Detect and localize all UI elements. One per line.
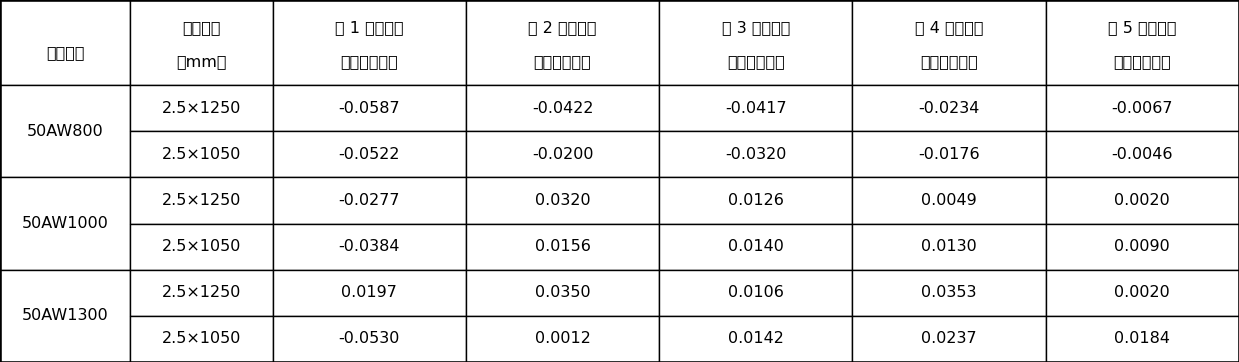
Bar <box>273 270 466 316</box>
Text: 设定前滑系数: 设定前滑系数 <box>921 54 978 69</box>
Text: 0.0012: 0.0012 <box>534 332 591 346</box>
Text: 第 2 架精轧机: 第 2 架精轧机 <box>528 20 597 35</box>
Bar <box>273 0 466 85</box>
Bar <box>466 177 659 223</box>
Bar <box>130 85 273 131</box>
Bar <box>0 270 130 362</box>
Bar <box>130 223 273 270</box>
Bar <box>659 223 852 270</box>
Text: 0.0049: 0.0049 <box>922 193 976 208</box>
Bar <box>0 177 130 270</box>
Text: -0.0530: -0.0530 <box>338 332 400 346</box>
Text: 2.5×1050: 2.5×1050 <box>161 147 242 162</box>
Text: 设定前滑系数: 设定前滑系数 <box>341 54 398 69</box>
Text: 0.0353: 0.0353 <box>922 285 976 300</box>
Bar <box>0 0 130 85</box>
Text: 50AW1000: 50AW1000 <box>21 216 109 231</box>
Bar <box>273 177 466 223</box>
Text: 设定前滑系数: 设定前滑系数 <box>1114 54 1171 69</box>
Text: 0.0350: 0.0350 <box>535 285 590 300</box>
Text: 0.0130: 0.0130 <box>922 239 976 254</box>
Bar <box>659 0 852 85</box>
Text: -0.0046: -0.0046 <box>1111 147 1173 162</box>
Bar <box>1046 270 1239 316</box>
Bar <box>273 316 466 362</box>
Text: 0.0140: 0.0140 <box>727 239 784 254</box>
Text: 0.0020: 0.0020 <box>1115 285 1170 300</box>
Text: 第 1 架精轧机: 第 1 架精轧机 <box>335 20 404 35</box>
Text: -0.0176: -0.0176 <box>918 147 980 162</box>
Text: 0.0020: 0.0020 <box>1115 193 1170 208</box>
Bar <box>130 177 273 223</box>
Text: 2.5×1250: 2.5×1250 <box>161 193 242 208</box>
Text: 第 4 架精轧机: 第 4 架精轧机 <box>914 20 984 35</box>
Bar <box>1046 177 1239 223</box>
Bar <box>130 131 273 177</box>
Bar <box>130 316 273 362</box>
Bar <box>1046 131 1239 177</box>
Text: -0.0522: -0.0522 <box>338 147 400 162</box>
Bar <box>273 85 466 131</box>
Text: 2.5×1050: 2.5×1050 <box>161 239 242 254</box>
Bar <box>1046 316 1239 362</box>
Text: 0.0142: 0.0142 <box>727 332 784 346</box>
Bar <box>466 131 659 177</box>
Text: 设定前滑系数: 设定前滑系数 <box>534 54 591 69</box>
Bar <box>466 270 659 316</box>
Text: -0.0422: -0.0422 <box>532 101 593 115</box>
Bar <box>0 85 130 177</box>
Text: 设定前滑系数: 设定前滑系数 <box>727 54 784 69</box>
Bar <box>466 0 659 85</box>
Text: -0.0320: -0.0320 <box>725 147 787 162</box>
Bar <box>1046 0 1239 85</box>
Bar <box>130 0 273 85</box>
Text: （mm）: （mm） <box>176 54 227 69</box>
Text: -0.0200: -0.0200 <box>532 147 593 162</box>
Bar <box>852 131 1046 177</box>
Text: 0.0197: 0.0197 <box>341 285 398 300</box>
Text: 0.0237: 0.0237 <box>922 332 976 346</box>
Text: 50AW1300: 50AW1300 <box>21 308 109 323</box>
Text: -0.0067: -0.0067 <box>1111 101 1173 115</box>
Text: 0.0320: 0.0320 <box>535 193 590 208</box>
Text: 2.5×1250: 2.5×1250 <box>161 101 242 115</box>
Bar <box>852 270 1046 316</box>
Bar <box>273 223 466 270</box>
Text: 轧制规格: 轧制规格 <box>182 20 221 35</box>
Text: 2.5×1250: 2.5×1250 <box>161 285 242 300</box>
Bar <box>659 316 852 362</box>
Text: 2.5×1050: 2.5×1050 <box>161 332 242 346</box>
Text: 0.0090: 0.0090 <box>1115 239 1170 254</box>
Bar <box>1046 223 1239 270</box>
Text: -0.0587: -0.0587 <box>338 101 400 115</box>
Text: -0.0234: -0.0234 <box>918 101 980 115</box>
Text: -0.0417: -0.0417 <box>725 101 787 115</box>
Bar <box>273 131 466 177</box>
Text: 0.0106: 0.0106 <box>727 285 784 300</box>
Text: 50AW800: 50AW800 <box>27 124 103 139</box>
Text: 0.0184: 0.0184 <box>1114 332 1171 346</box>
Bar <box>659 131 852 177</box>
Bar <box>852 223 1046 270</box>
Text: 硅钢牌号: 硅钢牌号 <box>46 45 84 60</box>
Bar <box>466 316 659 362</box>
Bar <box>659 177 852 223</box>
Text: 0.0156: 0.0156 <box>534 239 591 254</box>
Text: -0.0277: -0.0277 <box>338 193 400 208</box>
Bar <box>852 85 1046 131</box>
Bar <box>1046 85 1239 131</box>
Text: 第 5 架精轧机: 第 5 架精轧机 <box>1108 20 1177 35</box>
Bar <box>852 316 1046 362</box>
Bar <box>852 0 1046 85</box>
Bar <box>659 85 852 131</box>
Bar <box>466 223 659 270</box>
Bar <box>659 270 852 316</box>
Bar <box>466 85 659 131</box>
Text: -0.0384: -0.0384 <box>338 239 400 254</box>
Bar <box>852 177 1046 223</box>
Text: 0.0126: 0.0126 <box>727 193 784 208</box>
Bar <box>130 270 273 316</box>
Text: 第 3 架精轧机: 第 3 架精轧机 <box>721 20 790 35</box>
